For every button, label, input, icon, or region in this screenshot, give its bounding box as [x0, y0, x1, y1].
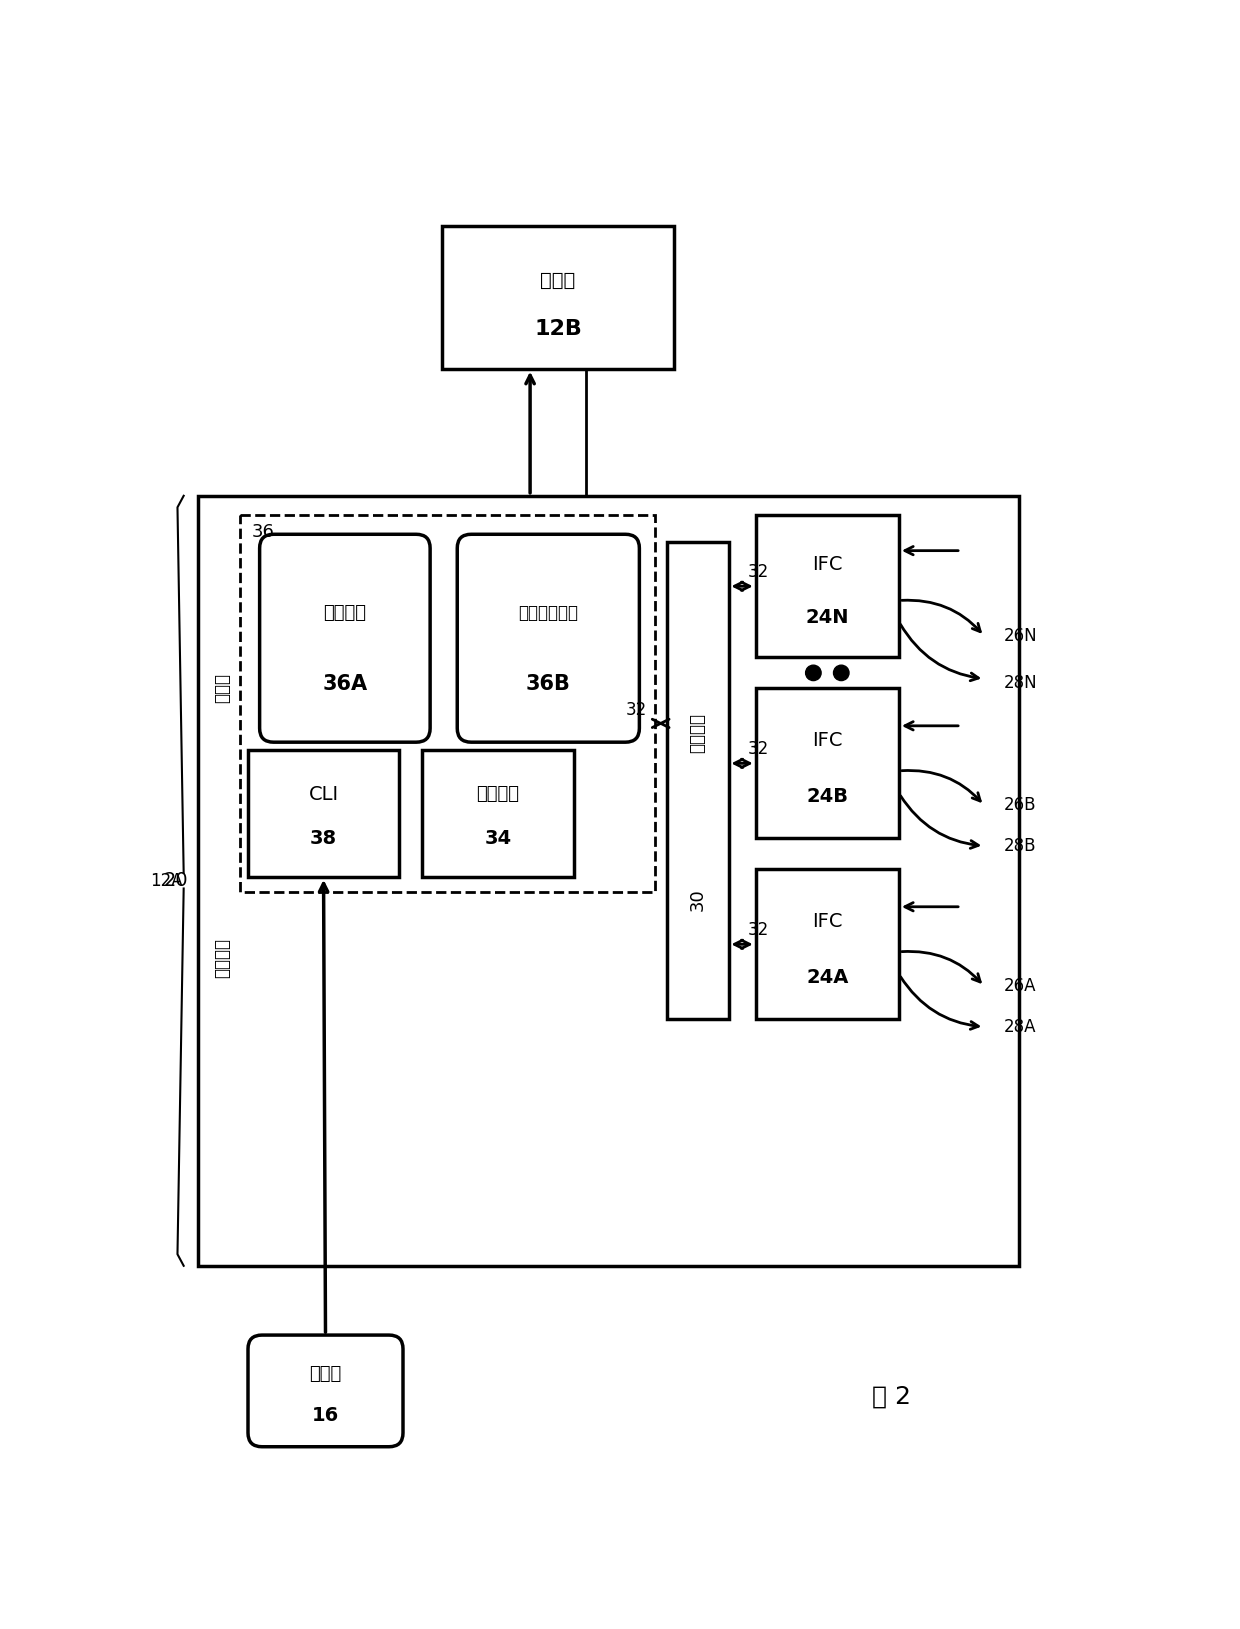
Text: 32: 32: [748, 741, 769, 759]
FancyBboxPatch shape: [248, 1336, 403, 1447]
Text: 交换模块: 交换模块: [688, 714, 707, 753]
Text: 36A: 36A: [322, 674, 367, 694]
Text: 32: 32: [748, 922, 769, 940]
Text: 20: 20: [164, 872, 188, 891]
Bar: [197, 495, 1019, 1266]
Bar: [667, 542, 729, 1020]
Text: 查验模块: 查验模块: [324, 604, 366, 622]
Text: 26B: 26B: [1003, 797, 1037, 814]
Text: 24N: 24N: [806, 608, 849, 627]
Text: 跟踪路由模块: 跟踪路由模块: [518, 604, 578, 622]
Circle shape: [806, 665, 821, 681]
Bar: [441, 226, 675, 368]
Text: 36: 36: [252, 523, 275, 541]
Bar: [755, 689, 899, 839]
Text: 控制单元: 控制单元: [213, 938, 232, 977]
Text: IFC: IFC: [812, 912, 842, 932]
Text: 32: 32: [626, 700, 647, 718]
Text: 12B: 12B: [534, 319, 582, 339]
Text: CLI: CLI: [309, 785, 339, 803]
FancyBboxPatch shape: [458, 534, 640, 743]
Text: 36B: 36B: [526, 674, 570, 694]
Text: 24A: 24A: [806, 968, 848, 987]
Text: 26N: 26N: [1003, 627, 1037, 645]
Text: 16: 16: [312, 1406, 339, 1425]
Text: 服务器: 服务器: [213, 673, 232, 704]
Text: 30: 30: [688, 889, 707, 911]
Text: 图 2: 图 2: [872, 1385, 910, 1409]
Text: 管理层: 管理层: [309, 1365, 342, 1383]
Bar: [423, 749, 573, 876]
Text: 12A: 12A: [150, 872, 184, 889]
Bar: [248, 749, 399, 876]
Text: 24B: 24B: [806, 787, 848, 806]
Text: 28B: 28B: [1003, 837, 1037, 855]
FancyBboxPatch shape: [259, 534, 430, 743]
Text: IFC: IFC: [812, 555, 842, 575]
Text: IFC: IFC: [812, 731, 842, 751]
Bar: [755, 870, 899, 1020]
Text: 28N: 28N: [1003, 674, 1037, 692]
Text: 26A: 26A: [1003, 977, 1037, 995]
Circle shape: [833, 665, 849, 681]
Text: 34: 34: [485, 829, 511, 849]
Bar: [755, 515, 899, 658]
Text: 路由信息: 路由信息: [476, 785, 520, 803]
Bar: [241, 515, 655, 893]
Text: 32: 32: [748, 564, 769, 582]
Text: 38: 38: [310, 829, 337, 849]
Text: 服务器: 服务器: [541, 270, 575, 290]
Text: 28A: 28A: [1003, 1018, 1037, 1036]
